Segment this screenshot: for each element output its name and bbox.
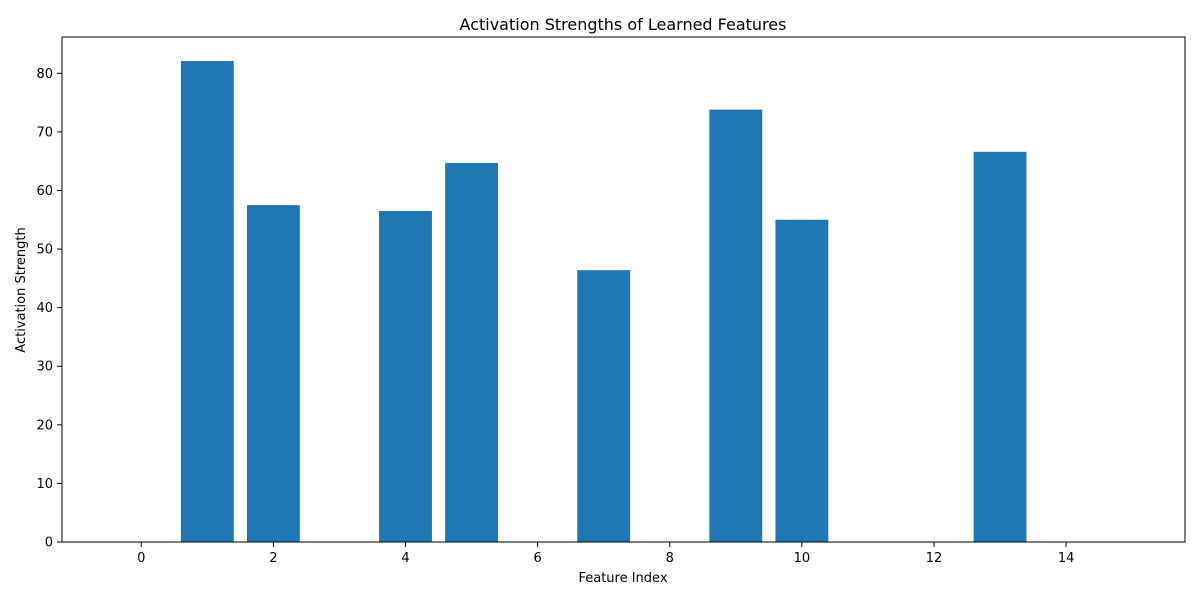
- bar-feature-9: [709, 109, 763, 542]
- y-tick-label: 20: [36, 418, 53, 433]
- y-tick-label: 40: [36, 301, 53, 316]
- x-tick-label: 6: [533, 551, 541, 566]
- y-axis-ticks: 0 10 20 30 40 50 60 70 80: [36, 67, 62, 551]
- bar-feature-2: [246, 205, 300, 542]
- x-tick-label: 0: [137, 551, 145, 566]
- x-axis-ticks: 0 2 4 6 8 10 12 14: [137, 542, 1074, 566]
- x-tick-label: 14: [1058, 551, 1075, 566]
- x-tick-label: 4: [401, 551, 409, 566]
- y-tick-label: 10: [36, 477, 53, 492]
- bar-feature-10: [775, 219, 829, 542]
- plot-frame: [61, 36, 1186, 543]
- bar-feature-13: [973, 151, 1027, 542]
- bar-feature-4: [379, 210, 432, 542]
- x-tick-label: 12: [926, 551, 943, 566]
- x-tick-label: 2: [269, 551, 277, 566]
- bars-group: [180, 61, 1027, 543]
- y-tick-label: 70: [36, 125, 53, 140]
- bar-feature-5: [445, 162, 498, 542]
- y-axis-label: Activation Strength: [14, 227, 29, 352]
- bar-feature-7: [577, 270, 631, 542]
- chart-title: Activation Strengths of Learned Features: [460, 15, 787, 34]
- y-tick-label: 60: [36, 184, 53, 199]
- y-tick-label: 0: [45, 536, 53, 551]
- y-tick-label: 80: [36, 67, 53, 82]
- x-tick-label: 8: [666, 551, 674, 566]
- y-tick-label: 50: [36, 243, 53, 258]
- x-tick-label: 10: [794, 551, 811, 566]
- bar-feature-1: [180, 61, 234, 543]
- y-tick-label: 30: [36, 360, 53, 375]
- x-axis-label: Feature Index: [578, 571, 667, 586]
